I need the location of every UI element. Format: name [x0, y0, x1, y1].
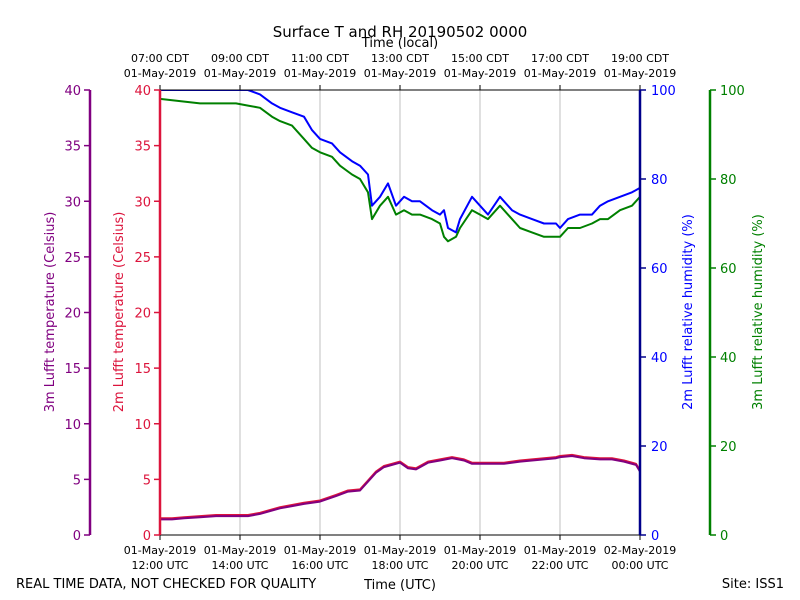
right-inner-tick-label: 80: [651, 173, 668, 188]
top-tick-label: 01-May-2019: [364, 67, 436, 80]
bottom-tick-label: 01-May-2019: [364, 544, 436, 557]
top-tick-label: 15:00 CDT: [451, 52, 509, 65]
right-inner-tick-label: 0: [651, 529, 659, 544]
bottom-tick-label: 01-May-2019: [284, 544, 356, 557]
left-inner-tick-label: 10: [134, 418, 151, 433]
right-outer-tick-label: 100: [720, 84, 745, 99]
left-inner-tick-label: 40: [134, 84, 151, 99]
series-line-3m-lufft-relative-humidity: [160, 97, 640, 243]
bottom-tick-label: 01-May-2019: [124, 544, 196, 557]
right-outer-tick-label: 80: [720, 173, 737, 188]
left-outer-axis-label: 3m Lufft temperature (Celsius): [43, 212, 58, 413]
left-outer-tick-label: 5: [73, 473, 81, 488]
top-tick-label: 09:00 CDT: [211, 52, 269, 65]
left-outer-tick-label: 15: [64, 362, 81, 377]
bottom-tick-label: 01-May-2019: [524, 544, 596, 557]
right-outer-axis-label: 3m Lufft relative humidity (%): [751, 214, 766, 410]
top-tick-label: 01-May-2019: [124, 67, 196, 80]
chart-title: Surface T and RH 20190502 0000: [273, 23, 528, 41]
right-outer-tick-label: 20: [720, 440, 737, 455]
left-outer-tick-label: 35: [64, 140, 81, 155]
right-inner-tick-label: 20: [651, 440, 668, 455]
right-inner-tick-label: 60: [651, 262, 668, 277]
left-outer-tick-label: 40: [64, 84, 81, 99]
left-outer-tick-label: 30: [64, 195, 81, 210]
top-tick-label: 01-May-2019: [524, 67, 596, 80]
bottom-tick-label: 01-May-2019: [204, 544, 276, 557]
left-inner-tick-label: 30: [134, 195, 151, 210]
bottom-tick-label: 00:00 UTC: [611, 559, 668, 572]
top-tick-label: 19:00 CDT: [611, 52, 669, 65]
footer-site: Site: ISS1: [722, 577, 784, 592]
left-outer-tick-label: 20: [64, 307, 81, 322]
footer-quality-note: REAL TIME DATA, NOT CHECKED FOR QUALITY: [16, 577, 316, 592]
series-layer: [160, 90, 640, 521]
series-line-3m-lufft-temperature: [160, 455, 640, 521]
left-inner-tick-label: 35: [134, 140, 151, 155]
right-inner-axis-label: 2m Lufft relative humidity (%): [681, 214, 696, 410]
bottom-tick-label: 14:00 UTC: [211, 559, 268, 572]
bottom-tick-label: 12:00 UTC: [131, 559, 188, 572]
left-inner-tick-label: 25: [134, 251, 151, 266]
bottom-axis-title: Time (UTC): [363, 578, 436, 593]
top-tick-label: 11:00 CDT: [291, 52, 349, 65]
top-tick-label: 13:00 CDT: [371, 52, 429, 65]
left-inner-tick-label: 20: [134, 307, 151, 322]
top-tick-label: 01-May-2019: [204, 67, 276, 80]
bottom-tick-label: 22:00 UTC: [531, 559, 588, 572]
top-tick-label: 17:00 CDT: [531, 52, 589, 65]
top-tick-label: 01-May-2019: [604, 67, 676, 80]
right-inner-tick-label: 40: [651, 351, 668, 366]
bottom-tick-label: 01-May-2019: [444, 544, 516, 557]
left-inner-tick-label: 15: [134, 362, 151, 377]
left-inner-tick-label: 0: [143, 529, 151, 544]
top-axis-title: Time (local): [361, 36, 438, 51]
tick-layer: 01-May-2019 12:00 UTC 01-May-2019 14:00 UTC…: [64, 52, 744, 572]
series-line-2m-lufft-relative-humidity: [160, 90, 640, 234]
left-inner-tick-label: 5: [143, 473, 151, 488]
grid-layer: [239, 90, 561, 535]
top-tick-label: 01-May-2019: [284, 67, 356, 80]
bottom-tick-label: 18:00 UTC: [371, 559, 428, 572]
right-inner-tick-label: 100: [651, 84, 676, 99]
right-outer-tick-label: 0: [720, 529, 728, 544]
top-tick-label: 01-May-2019: [444, 67, 516, 80]
bottom-tick-label: 02-May-2019: [604, 544, 676, 557]
left-outer-tick-label: 25: [64, 251, 81, 266]
top-tick-label: 07:00 CDT: [131, 52, 189, 65]
right-outer-tick-label: 40: [720, 351, 737, 366]
left-outer-tick-label: 10: [64, 418, 81, 433]
bottom-tick-label: 20:00 UTC: [451, 559, 508, 572]
bottom-tick-label: 16:00 UTC: [291, 559, 348, 572]
left-inner-axis-label: 2m Lufft temperature (Celsius): [112, 212, 127, 413]
left-outer-tick-label: 0: [73, 529, 81, 544]
right-outer-tick-label: 60: [720, 262, 737, 277]
